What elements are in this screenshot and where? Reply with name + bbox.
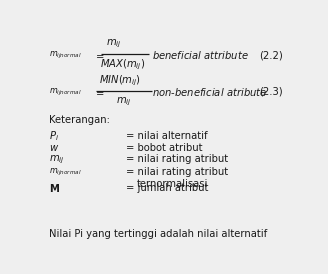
Text: $w$: $w$ xyxy=(49,143,59,153)
Text: $MAX\left(m_{ij}\right)$: $MAX\left(m_{ij}\right)$ xyxy=(100,58,145,72)
Text: $m_{ijnormal}$: $m_{ijnormal}$ xyxy=(49,50,81,61)
Text: $m_{ij}$: $m_{ij}$ xyxy=(106,37,121,50)
Text: $m_{ijnormal}$: $m_{ijnormal}$ xyxy=(49,86,81,98)
Text: Keterangan:: Keterangan: xyxy=(49,115,110,125)
Text: = jumlah atribut: = jumlah atribut xyxy=(126,183,209,193)
Text: = nilai alternatif: = nilai alternatif xyxy=(126,131,208,141)
Text: $P_{i}$: $P_{i}$ xyxy=(49,129,59,143)
Text: = nilai rating atribut: = nilai rating atribut xyxy=(126,155,228,164)
Text: $=$: $=$ xyxy=(94,50,106,60)
Text: $\mathit{non\text{-}beneficial\ atribute}$: $\mathit{non\text{-}beneficial\ atribute… xyxy=(152,86,267,98)
Text: $m_{ijnormal}$: $m_{ijnormal}$ xyxy=(49,167,81,178)
Text: = bobot atribut: = bobot atribut xyxy=(126,143,203,153)
Text: $\mathbf{M}$: $\mathbf{M}$ xyxy=(49,182,60,194)
Text: $m_{ij}$: $m_{ij}$ xyxy=(49,153,64,166)
Text: $\mathit{beneficial\ attribute}$: $\mathit{beneficial\ attribute}$ xyxy=(152,49,249,61)
Text: (2.3): (2.3) xyxy=(259,87,283,97)
Text: $MIN\left(m_{ij}\right)$: $MIN\left(m_{ij}\right)$ xyxy=(99,73,141,88)
Text: $=$: $=$ xyxy=(94,87,106,97)
Text: Nilai Pi yang tertinggi adalah nilai alternatif: Nilai Pi yang tertinggi adalah nilai alt… xyxy=(49,229,267,239)
Text: $m_{ij}$: $m_{ij}$ xyxy=(116,96,132,108)
Text: = nilai rating atribut: = nilai rating atribut xyxy=(126,167,228,177)
Text: (2.2): (2.2) xyxy=(259,50,283,60)
Text: ternormalisasi: ternormalisasi xyxy=(136,179,208,189)
